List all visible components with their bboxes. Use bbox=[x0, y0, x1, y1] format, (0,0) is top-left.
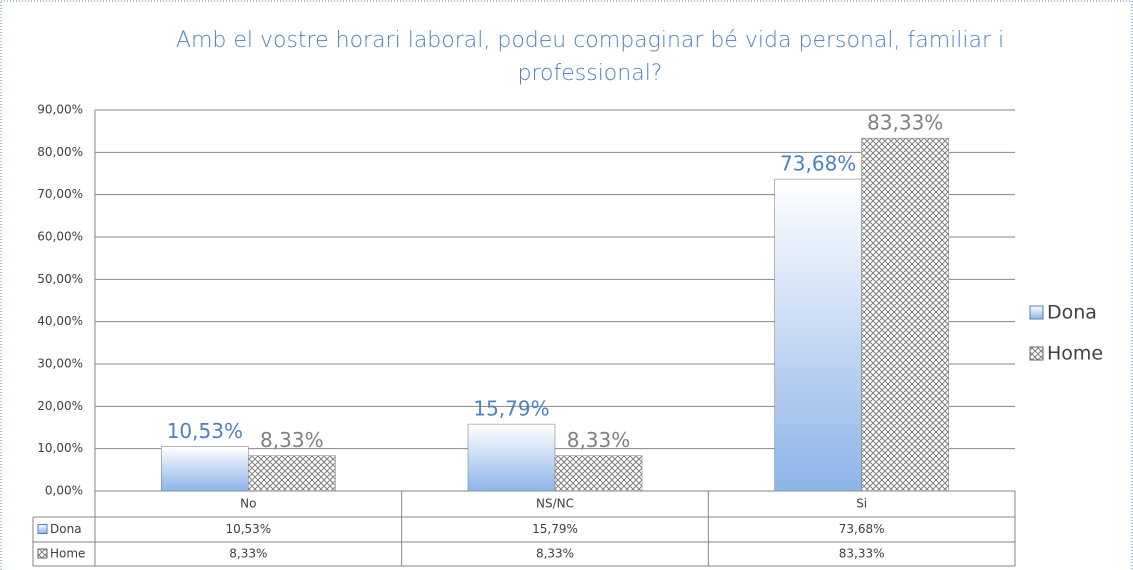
y-tick-label: 90,00% bbox=[37, 103, 83, 117]
y-tick-label: 20,00% bbox=[37, 399, 83, 413]
y-tick-label: 30,00% bbox=[37, 357, 83, 371]
y-tick-label: 50,00% bbox=[37, 272, 83, 286]
table-legend-key bbox=[37, 548, 48, 559]
table-cell: 15,79% bbox=[532, 522, 578, 536]
y-tick-label: 60,00% bbox=[37, 230, 83, 244]
table-category: No bbox=[240, 497, 256, 511]
table-row-label: Home bbox=[50, 547, 85, 561]
data-label: 8,33% bbox=[567, 428, 631, 452]
y-tick-label: 80,00% bbox=[37, 145, 83, 159]
legend-label: Home bbox=[1047, 343, 1103, 365]
legend-key bbox=[1029, 305, 1044, 320]
legend-label: Dona bbox=[1047, 302, 1097, 324]
data-label: 73,68% bbox=[780, 152, 856, 176]
bar bbox=[554, 455, 643, 492]
table-cell: 83,33% bbox=[839, 547, 885, 561]
data-label: 10,53% bbox=[167, 419, 243, 443]
table-category: NS/NC bbox=[536, 497, 574, 511]
data-label: 8,33% bbox=[260, 428, 324, 452]
y-tick-label: 70,00% bbox=[37, 187, 83, 201]
table-cell: 10,53% bbox=[225, 522, 271, 536]
bar bbox=[467, 423, 556, 492]
y-tick-label: 10,00% bbox=[37, 441, 83, 455]
data-label: 15,79% bbox=[473, 397, 549, 421]
legend-key bbox=[1029, 346, 1044, 361]
bar bbox=[861, 137, 949, 492]
table-cell: 8,33% bbox=[229, 547, 267, 561]
y-tick-label: 40,00% bbox=[37, 314, 83, 328]
table-legend-key bbox=[37, 524, 48, 534]
table-row-label: Dona bbox=[50, 522, 82, 536]
chart-title: Amb el vostre horari laboral, podeu comp… bbox=[175, 28, 1005, 86]
table-cell: 8,33% bbox=[536, 547, 574, 561]
y-tick-label: 0,00% bbox=[45, 484, 83, 498]
table-cell: 73,68% bbox=[839, 522, 885, 536]
bar bbox=[161, 446, 249, 492]
table-category: Si bbox=[856, 497, 867, 511]
bar bbox=[774, 178, 862, 492]
data-label: 83,33% bbox=[867, 111, 943, 135]
bar bbox=[248, 455, 336, 492]
